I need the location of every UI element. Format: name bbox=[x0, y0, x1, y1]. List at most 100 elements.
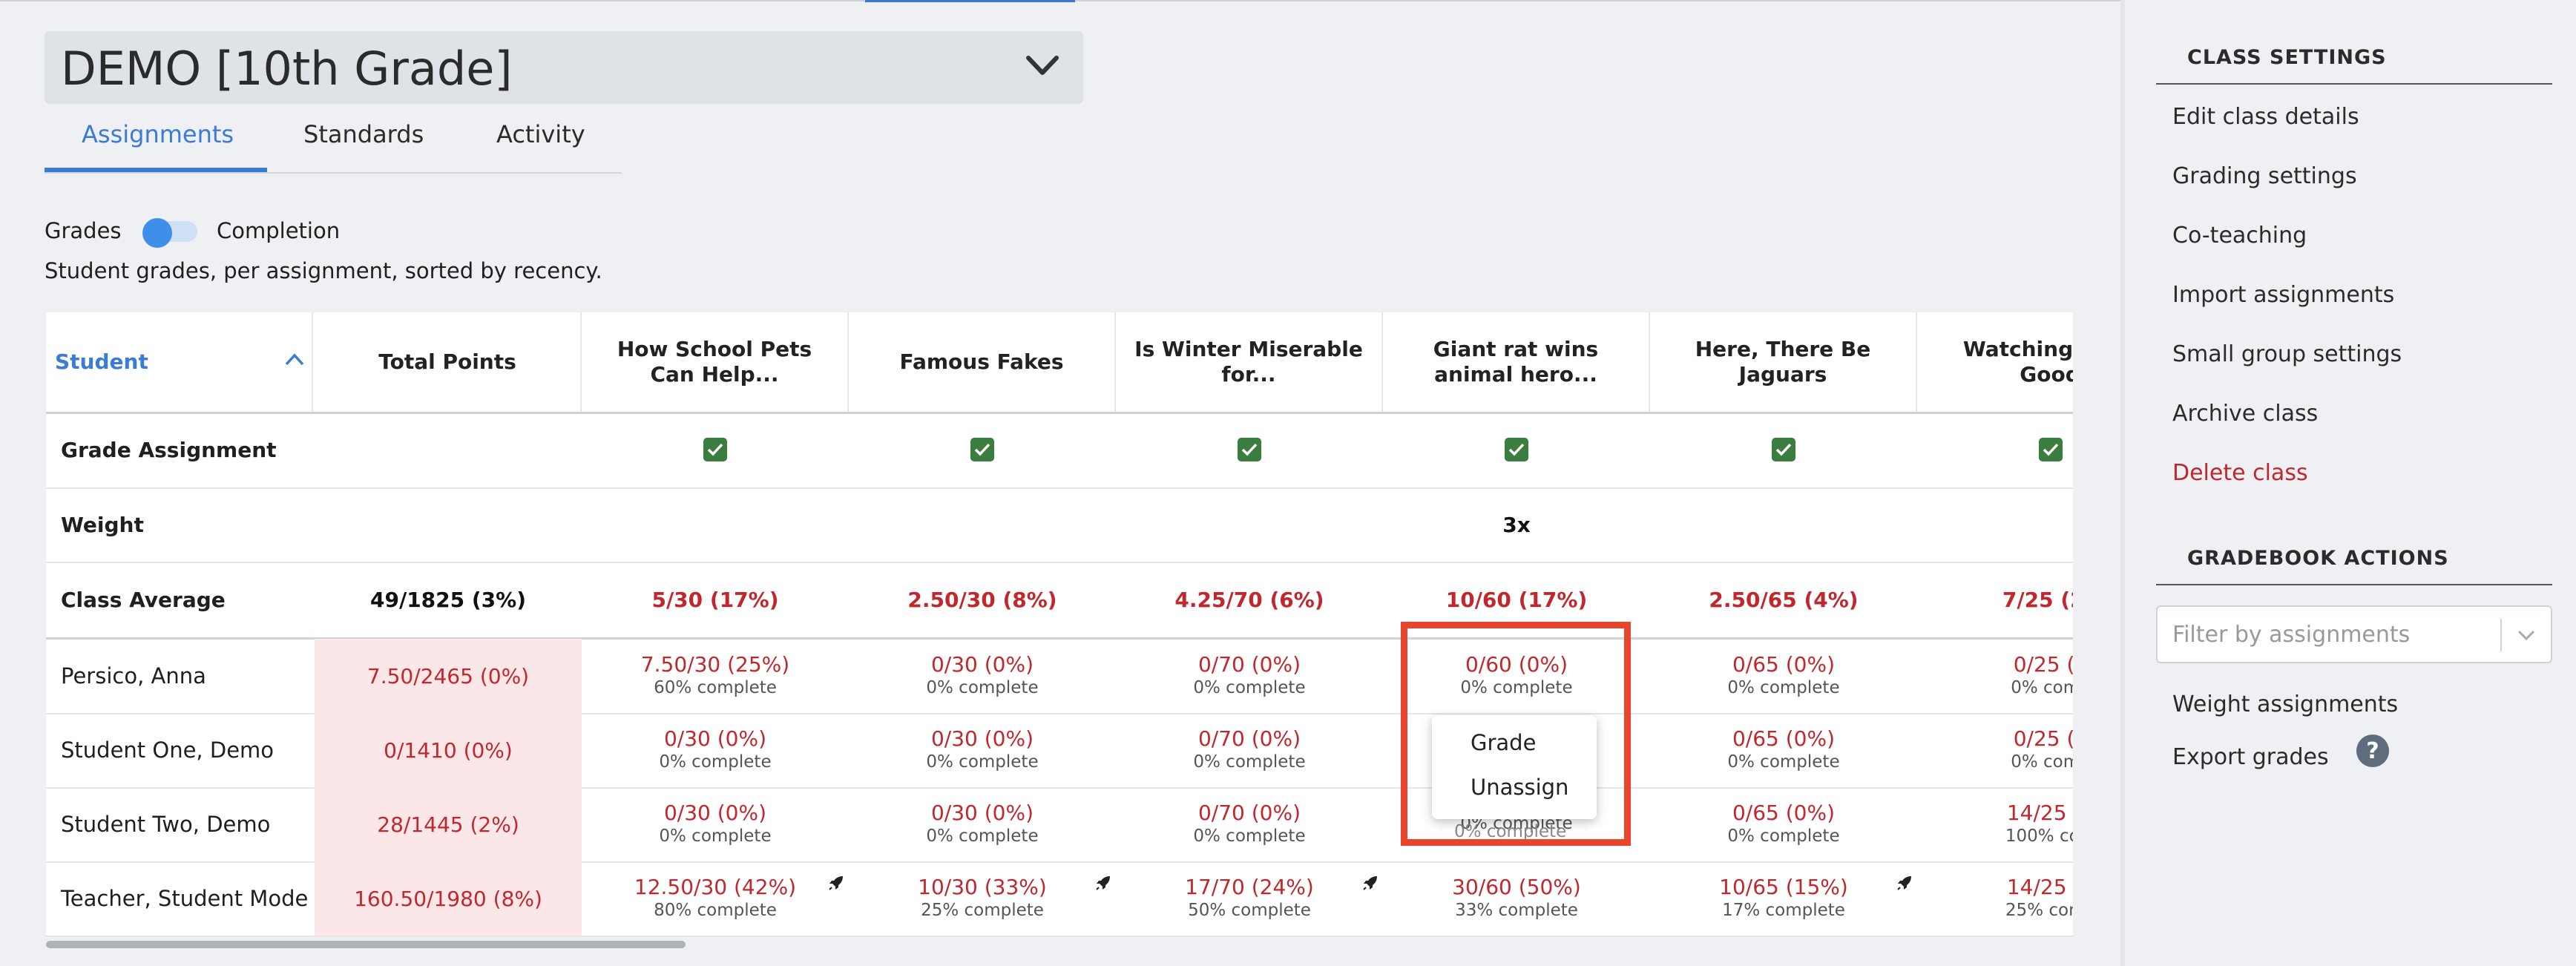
score-cell[interactable]: 0/70 (0%) 0% complete bbox=[1116, 713, 1383, 787]
student-name[interactable]: Persico, Anna bbox=[61, 663, 206, 689]
gradebook-table: Student Total Points How School Pets Can H… bbox=[46, 312, 2073, 939]
gradebook-main: DEMO [10th Grade] Assignments Standards … bbox=[0, 0, 2120, 948]
cell-action-menu: Grade Unassign bbox=[1432, 715, 1597, 819]
score-cell[interactable]: 0/30 (0%) 0% complete bbox=[582, 713, 849, 787]
checkbox-checked-icon[interactable] bbox=[1505, 438, 1528, 461]
score-value: 0/70 (0%) bbox=[1197, 726, 1301, 752]
score-cell[interactable]: 10/30 (33%) 25% complete bbox=[849, 861, 1116, 936]
score-cell[interactable]: 0/60 (0%) 0% complete bbox=[1383, 639, 1650, 713]
score-value: 14/25 (5 bbox=[2006, 875, 2073, 900]
select-separator bbox=[2500, 619, 2502, 651]
score-cell[interactable]: 14/25 (525% comp bbox=[1917, 861, 2073, 936]
score-cell[interactable]: 30/60 (50%) 33% complete bbox=[1383, 861, 1650, 936]
score-value: 0/65 (0%) bbox=[1732, 652, 1836, 677]
completion-value: 60% complete bbox=[654, 677, 777, 697]
score-value: 14/25 (5 bbox=[2006, 801, 2073, 826]
checkbox-checked-icon[interactable] bbox=[970, 438, 994, 461]
filter-assignments-select[interactable]: Filter by assignments bbox=[2156, 605, 2552, 663]
score-value: 0/30 (0%) bbox=[930, 652, 1034, 677]
toggle-label-completion: Completion bbox=[217, 218, 341, 243]
rocket-icon bbox=[1096, 876, 1110, 890]
score-value: 0/65 (0%) bbox=[1732, 726, 1836, 752]
class-average-value: 4.25/70 (6%) bbox=[1174, 587, 1324, 612]
score-value: 30/60 (50%) bbox=[1452, 875, 1581, 900]
student-name[interactable]: Teacher, Student Mode bbox=[61, 886, 309, 911]
archive-class-link[interactable]: Archive class bbox=[2172, 401, 2319, 427]
weight-value bbox=[1917, 487, 2073, 562]
grades-completion-toggle[interactable] bbox=[142, 218, 200, 248]
score-value: 10/30 (33%) bbox=[918, 875, 1047, 900]
class-average-total: 49/1825 (3%) bbox=[370, 587, 526, 612]
completion-value: 33% complete bbox=[1455, 900, 1578, 920]
menu-item-unassign[interactable]: Unassign bbox=[1471, 775, 1569, 800]
edit-class-details-link[interactable]: Edit class details bbox=[2172, 104, 2359, 130]
score-cell[interactable]: 0/25 (00% comp bbox=[1917, 713, 2073, 787]
checkbox-checked-icon[interactable] bbox=[1772, 438, 1795, 461]
completion-value: 0% complete bbox=[1193, 677, 1306, 697]
delete-class-link[interactable]: Delete class bbox=[2172, 460, 2308, 486]
class-selector[interactable]: DEMO [10th Grade] bbox=[45, 31, 1083, 104]
student-name[interactable]: Student One, Demo bbox=[61, 737, 275, 763]
class-average-value: 2.50/65 (4%) bbox=[1709, 587, 1859, 612]
row-divider bbox=[46, 713, 2073, 714]
score-cell[interactable]: 12.50/30 (42%) 80% complete bbox=[582, 861, 849, 936]
column-header-assignment[interactable]: Giant rat wins animal hero... bbox=[1383, 312, 1650, 412]
tab-standards[interactable]: Standards bbox=[303, 120, 424, 148]
score-cell[interactable]: 0/70 (0%) 0% complete bbox=[1116, 639, 1383, 713]
score-value: 0/30 (0%) bbox=[930, 726, 1034, 752]
checkbox-checked-icon[interactable] bbox=[2039, 438, 2063, 461]
weight-value: 3x bbox=[1502, 512, 1531, 537]
small-group-settings-link[interactable]: Small group settings bbox=[2172, 341, 2402, 367]
score-value: 0/70 (0%) bbox=[1197, 801, 1301, 826]
column-header-assignment[interactable]: Is Winter Miserable for... bbox=[1116, 312, 1383, 412]
score-cell[interactable]: 7.50/30 (25%) 60% complete bbox=[582, 639, 849, 713]
column-header-student[interactable]: Student bbox=[46, 312, 313, 412]
column-header-assignment[interactable]: Here, There Be Jaguars bbox=[1650, 312, 1917, 412]
weight-assignments-link[interactable]: Weight assignments bbox=[2172, 691, 2399, 717]
completion-value: 0% complete bbox=[1727, 752, 1840, 772]
score-cell[interactable]: 17/70 (24%) 50% complete bbox=[1116, 861, 1383, 936]
score-cell[interactable]: 0/30 (0%) 0% complete bbox=[849, 639, 1116, 713]
score-cell[interactable]: 0/65 (0%) 0% complete bbox=[1650, 787, 1917, 861]
score-cell[interactable]: 0/65 (0%) 0% complete bbox=[1650, 713, 1917, 787]
completion-value: 17% complete bbox=[1722, 900, 1845, 920]
score-value: 12.50/30 (42%) bbox=[634, 875, 797, 900]
class-average-value: 2.50/30 (8%) bbox=[907, 587, 1057, 612]
completion-value: 25% complete bbox=[921, 900, 1044, 920]
checkbox-checked-icon[interactable] bbox=[1238, 438, 1261, 461]
checkbox-checked-icon[interactable] bbox=[703, 438, 727, 461]
chevron-down-icon bbox=[2517, 630, 2535, 641]
row-divider bbox=[46, 412, 2073, 414]
filter-placeholder: Filter by assignments bbox=[2172, 622, 2411, 648]
score-value: 0/30 (0%) bbox=[930, 801, 1034, 826]
import-assignments-link[interactable]: Import assignments bbox=[2172, 282, 2395, 308]
grading-settings-link[interactable]: Grading settings bbox=[2172, 163, 2357, 189]
menu-item-grade[interactable]: Grade bbox=[1471, 730, 1537, 755]
sort-ascending-icon[interactable] bbox=[283, 351, 306, 369]
completion-value: 0% comp bbox=[2011, 752, 2073, 772]
student-name[interactable]: Student Two, Demo bbox=[61, 812, 271, 837]
completion-value: 0% complete bbox=[1193, 826, 1306, 846]
column-header-assignment[interactable]: How School Pets Can Help... bbox=[582, 312, 849, 412]
score-cell[interactable]: 0/30 (0%) 0% complete bbox=[849, 787, 1116, 861]
completion-value: 0% complete bbox=[659, 826, 772, 846]
tab-activity[interactable]: Activity bbox=[496, 120, 585, 148]
score-cell[interactable]: 0/25 (00% comp bbox=[1917, 639, 2073, 713]
score-cell[interactable]: 0/30 (0%) 0% complete bbox=[849, 713, 1116, 787]
horizontal-scrollbar[interactable] bbox=[46, 941, 686, 948]
grade-assignment-cell bbox=[1650, 412, 1917, 487]
score-cell[interactable]: 0/70 (0%) 0% complete bbox=[1116, 787, 1383, 861]
score-value: 0/30 (0%) bbox=[663, 801, 767, 826]
help-icon[interactable]: ? bbox=[2356, 735, 2389, 767]
class-settings-heading: CLASS SETTINGS bbox=[2187, 46, 2387, 69]
co-teaching-link[interactable]: Co-teaching bbox=[2172, 223, 2307, 249]
score-cell[interactable]: 0/65 (0%) 0% complete bbox=[1650, 639, 1917, 713]
column-header-assignment[interactable]: Watching Ca Is Good bbox=[1917, 312, 2073, 412]
score-cell[interactable]: 10/65 (15%) 17% complete bbox=[1650, 861, 1917, 936]
tab-assignments[interactable]: Assignments bbox=[82, 120, 234, 148]
active-tab-indicator bbox=[45, 168, 267, 172]
score-cell[interactable]: 0/30 (0%) 0% complete bbox=[582, 787, 849, 861]
column-header-assignment[interactable]: Famous Fakes bbox=[849, 312, 1116, 412]
export-grades-link[interactable]: Export grades bbox=[2172, 744, 2329, 770]
